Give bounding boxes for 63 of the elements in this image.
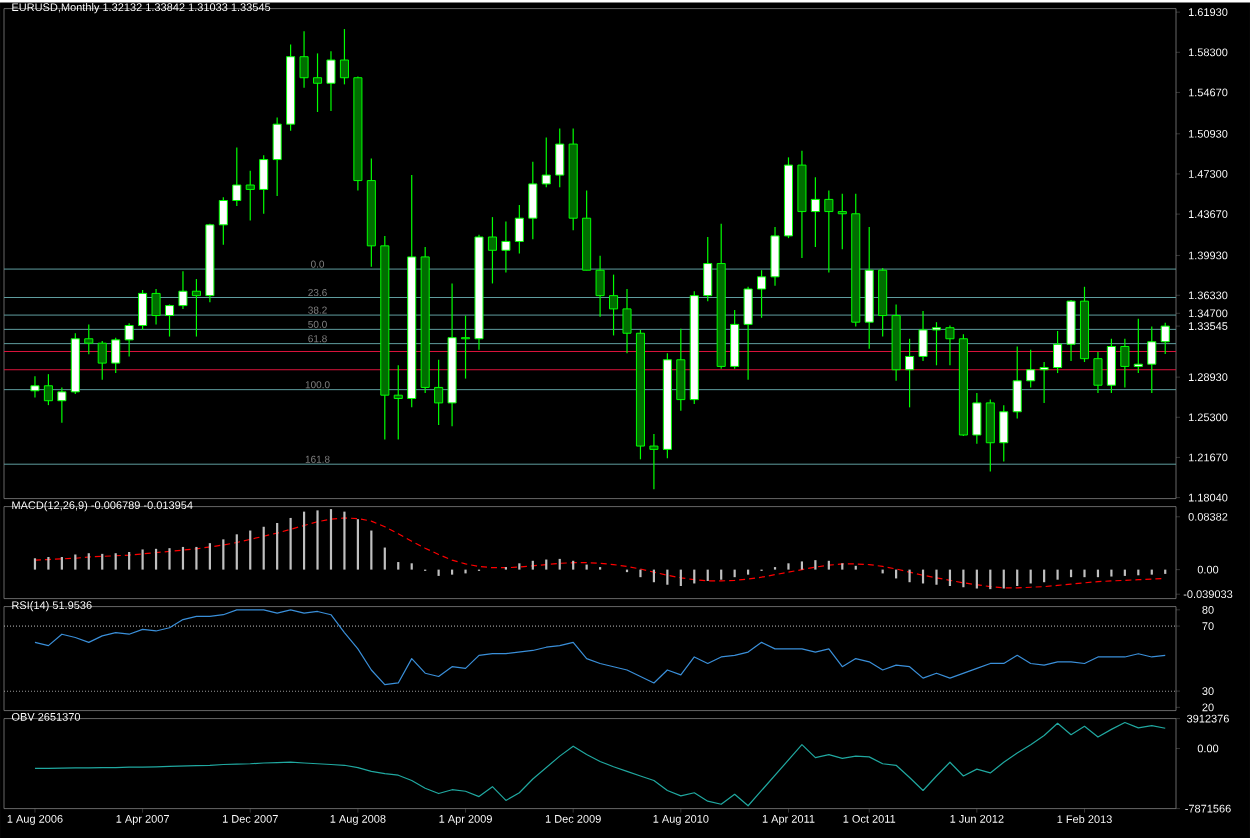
candlestick — [649, 433, 659, 490]
candlestick — [461, 314, 471, 379]
candlestick — [97, 340, 107, 381]
candlestick — [111, 336, 121, 374]
candlestick — [985, 398, 995, 472]
candlestick — [1026, 348, 1036, 388]
candlestick — [312, 52, 323, 113]
candlestick — [434, 358, 444, 426]
candlestick — [810, 176, 820, 248]
candlestick — [945, 324, 955, 366]
candlestick — [272, 116, 282, 197]
candlestick — [487, 216, 497, 284]
candlestick — [622, 288, 632, 354]
candlestick — [124, 322, 134, 357]
candlestick — [1133, 317, 1143, 374]
candlestick — [178, 270, 188, 310]
candlestick — [393, 364, 403, 440]
candlestick — [1160, 321, 1170, 355]
candlestick — [541, 136, 551, 188]
candlestick — [259, 154, 269, 215]
candlestick — [1066, 299, 1076, 362]
candlestick — [1053, 330, 1063, 374]
candlestick — [931, 321, 942, 366]
candlestick — [1039, 361, 1049, 404]
candlestick — [1106, 337, 1116, 394]
candlestick — [232, 146, 242, 207]
candlestick — [905, 337, 915, 408]
candlestick — [151, 288, 161, 325]
candlestick — [30, 375, 40, 398]
candlestick — [918, 310, 928, 362]
candlestick — [676, 327, 686, 411]
candlestick — [326, 50, 336, 112]
candlestick — [797, 149, 807, 259]
candlestick — [339, 28, 349, 85]
candlestick — [972, 392, 982, 445]
candlestick — [1012, 345, 1022, 419]
candlestick — [824, 189, 834, 273]
candlestick — [770, 226, 780, 286]
candlestick — [84, 323, 94, 355]
candlestick — [703, 236, 713, 302]
candlestick — [43, 373, 53, 406]
candlestick — [528, 160, 538, 240]
candlestick — [730, 309, 740, 369]
candlestick — [191, 278, 201, 337]
candlestick — [837, 192, 847, 250]
candlestick — [555, 127, 565, 188]
candlestick — [218, 196, 228, 246]
candlestick — [501, 220, 511, 273]
candlestick — [164, 303, 175, 337]
candlestick — [878, 267, 888, 337]
candlestick — [999, 404, 1009, 462]
candlestick — [1147, 325, 1157, 394]
candlestick — [138, 289, 148, 331]
candlestick — [609, 273, 619, 336]
candlestick — [743, 285, 753, 381]
candlestick — [1120, 337, 1130, 388]
candlestick — [595, 254, 605, 317]
candlestick — [757, 269, 767, 319]
candlestick — [57, 386, 67, 424]
candlestick — [245, 169, 255, 221]
candlestick — [1093, 351, 1103, 394]
candlestick — [299, 30, 309, 88]
candlestick — [514, 204, 524, 254]
